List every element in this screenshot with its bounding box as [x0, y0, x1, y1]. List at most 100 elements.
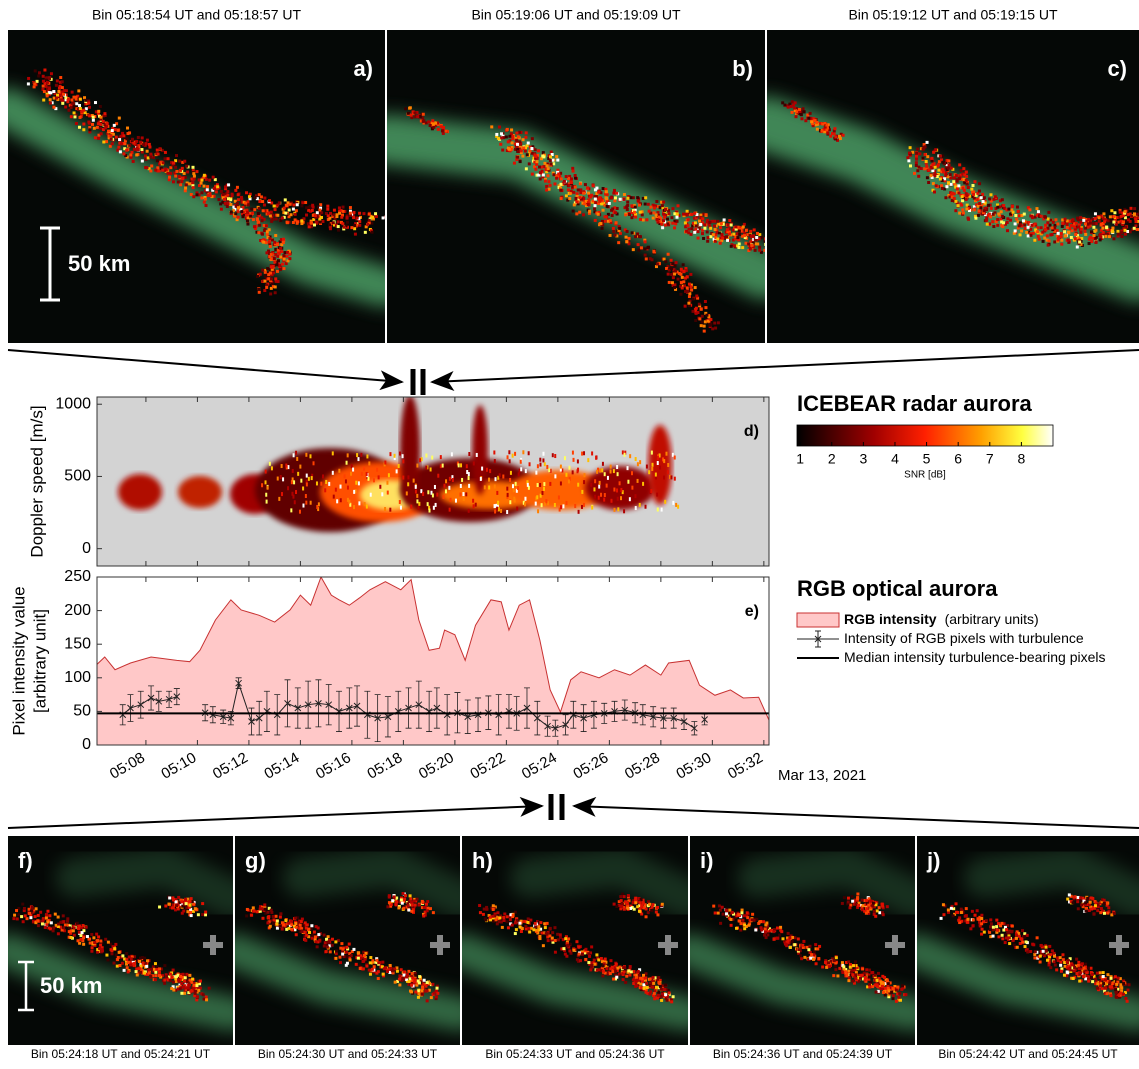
radar-echo — [500, 132, 503, 135]
radar-echo — [404, 107, 407, 110]
radar-echo — [652, 982, 655, 985]
radar-echo — [661, 903, 664, 906]
radar-echo — [145, 965, 148, 968]
radar-echo — [191, 978, 194, 981]
radar-echo — [615, 192, 618, 195]
aurora-image — [462, 836, 688, 1045]
radar-echo — [642, 974, 645, 977]
radar-echo — [846, 973, 849, 976]
radar-echo — [1073, 225, 1076, 228]
radar-echo — [571, 167, 574, 170]
radar-echo — [1073, 969, 1076, 972]
radar-echo — [164, 168, 167, 171]
radar-echo — [183, 980, 186, 983]
radar-echo — [188, 983, 191, 986]
radar-echo — [671, 281, 674, 284]
radar-echo — [482, 913, 485, 916]
radar-echo — [967, 218, 970, 221]
radar-echo — [326, 208, 329, 211]
radar-echo — [977, 214, 980, 217]
radar-echo — [749, 230, 752, 233]
radar-echo — [1136, 213, 1139, 216]
radar-echo — [282, 267, 285, 270]
radar-echo — [997, 935, 1000, 938]
radar-echo — [687, 302, 690, 305]
radar-echo — [270, 253, 273, 256]
radar-echo — [574, 177, 577, 180]
radar-echo — [942, 161, 945, 164]
radar-echo — [42, 75, 45, 78]
radar-echo — [851, 900, 854, 903]
radar-echo — [732, 233, 735, 236]
radar-echo — [313, 931, 316, 934]
radar-echo — [94, 101, 97, 104]
radar-echo — [614, 970, 617, 973]
snr-blob — [118, 474, 162, 510]
radar-echo — [623, 895, 626, 898]
radar-echo — [743, 223, 746, 226]
radar-echo — [996, 218, 999, 221]
radar-echo — [856, 897, 859, 900]
radar-echo — [648, 210, 651, 213]
radar-echo — [1090, 230, 1093, 233]
radar-echo — [499, 143, 502, 146]
radar-echo — [833, 127, 836, 130]
radar-echo — [355, 963, 358, 966]
radar-echo — [605, 190, 608, 193]
radar-echo — [1067, 238, 1070, 241]
radar-echo — [265, 251, 268, 254]
radar-echo — [588, 955, 591, 958]
radar-echo — [575, 940, 578, 943]
radar-echo — [42, 85, 45, 88]
radar-echo — [516, 143, 519, 146]
radar-echo — [492, 904, 495, 907]
radar-echo — [1049, 953, 1052, 956]
radar-echo — [284, 919, 287, 922]
radar-echo — [623, 193, 626, 196]
radar-echo — [594, 204, 597, 207]
radar-echo — [1024, 945, 1027, 948]
radar-echo — [91, 123, 94, 126]
radar-echo — [39, 911, 42, 914]
radar-echo — [1133, 207, 1136, 210]
radar-echo — [579, 182, 582, 185]
radar-echo — [419, 115, 422, 118]
radar-echo — [45, 913, 48, 916]
radar-echo — [989, 215, 992, 218]
radar-echo — [613, 189, 616, 192]
radar-echo — [632, 248, 635, 251]
radar-echo — [1023, 223, 1026, 226]
radar-echo — [230, 210, 233, 213]
radar-echo — [430, 996, 433, 999]
radar-echo — [59, 76, 62, 79]
radar-echo — [299, 924, 302, 927]
radar-echo — [915, 161, 918, 164]
radar-echo — [96, 126, 99, 129]
radar-echo — [600, 202, 603, 205]
radar-echo — [694, 319, 697, 322]
radar-echo — [77, 925, 80, 928]
radar-echo — [118, 951, 121, 954]
radar-echo — [562, 947, 565, 950]
radar-echo — [27, 82, 30, 85]
radar-echo — [764, 237, 767, 240]
radar-echo — [226, 190, 229, 193]
radar-echo — [1126, 989, 1129, 992]
radar-echo — [776, 927, 779, 930]
radar-echo — [847, 960, 850, 963]
radar-echo — [1098, 220, 1101, 223]
radar-echo — [898, 996, 901, 999]
radar-echo — [180, 992, 183, 995]
radar-echo — [107, 130, 110, 133]
radar-echo — [57, 90, 60, 93]
radar-echo — [258, 200, 261, 203]
panel-caption: Bin 05:24:42 UT and 05:24:45 UT — [938, 1047, 1118, 1061]
radar-echo — [236, 202, 239, 205]
radar-echo — [887, 987, 890, 990]
radar-echo — [604, 220, 607, 223]
radar-echo — [179, 987, 182, 990]
radar-echo — [417, 992, 420, 995]
radar-echo — [560, 197, 563, 200]
radar-echo — [111, 142, 114, 145]
radar-echo — [429, 124, 432, 127]
